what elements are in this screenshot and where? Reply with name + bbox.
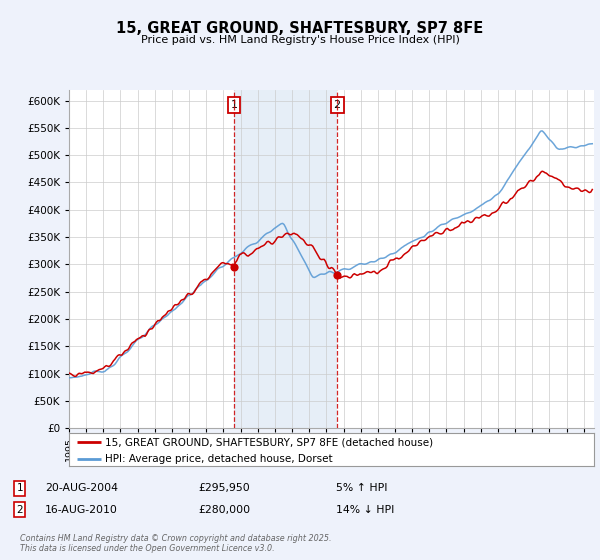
Text: 16-AUG-2010: 16-AUG-2010 <box>45 505 118 515</box>
Text: Contains HM Land Registry data © Crown copyright and database right 2025.
This d: Contains HM Land Registry data © Crown c… <box>20 534 331 553</box>
Text: £295,950: £295,950 <box>198 483 250 493</box>
Bar <box>234 90 337 428</box>
Point <box>332 271 342 280</box>
Text: 15, GREAT GROUND, SHAFTESBURY, SP7 8FE (detached house): 15, GREAT GROUND, SHAFTESBURY, SP7 8FE (… <box>105 437 433 447</box>
Text: HPI: Average price, detached house, Dorset: HPI: Average price, detached house, Dors… <box>105 454 332 464</box>
Text: 14% ↓ HPI: 14% ↓ HPI <box>336 505 394 515</box>
Text: 2: 2 <box>16 505 23 515</box>
Text: 20-AUG-2004: 20-AUG-2004 <box>45 483 118 493</box>
Text: 1: 1 <box>231 100 238 110</box>
Point <box>229 262 239 271</box>
Text: £280,000: £280,000 <box>198 505 250 515</box>
Text: 1: 1 <box>16 483 23 493</box>
Text: 2: 2 <box>334 100 341 110</box>
Text: 15, GREAT GROUND, SHAFTESBURY, SP7 8FE: 15, GREAT GROUND, SHAFTESBURY, SP7 8FE <box>116 21 484 36</box>
Text: 5% ↑ HPI: 5% ↑ HPI <box>336 483 388 493</box>
Text: Price paid vs. HM Land Registry's House Price Index (HPI): Price paid vs. HM Land Registry's House … <box>140 35 460 45</box>
